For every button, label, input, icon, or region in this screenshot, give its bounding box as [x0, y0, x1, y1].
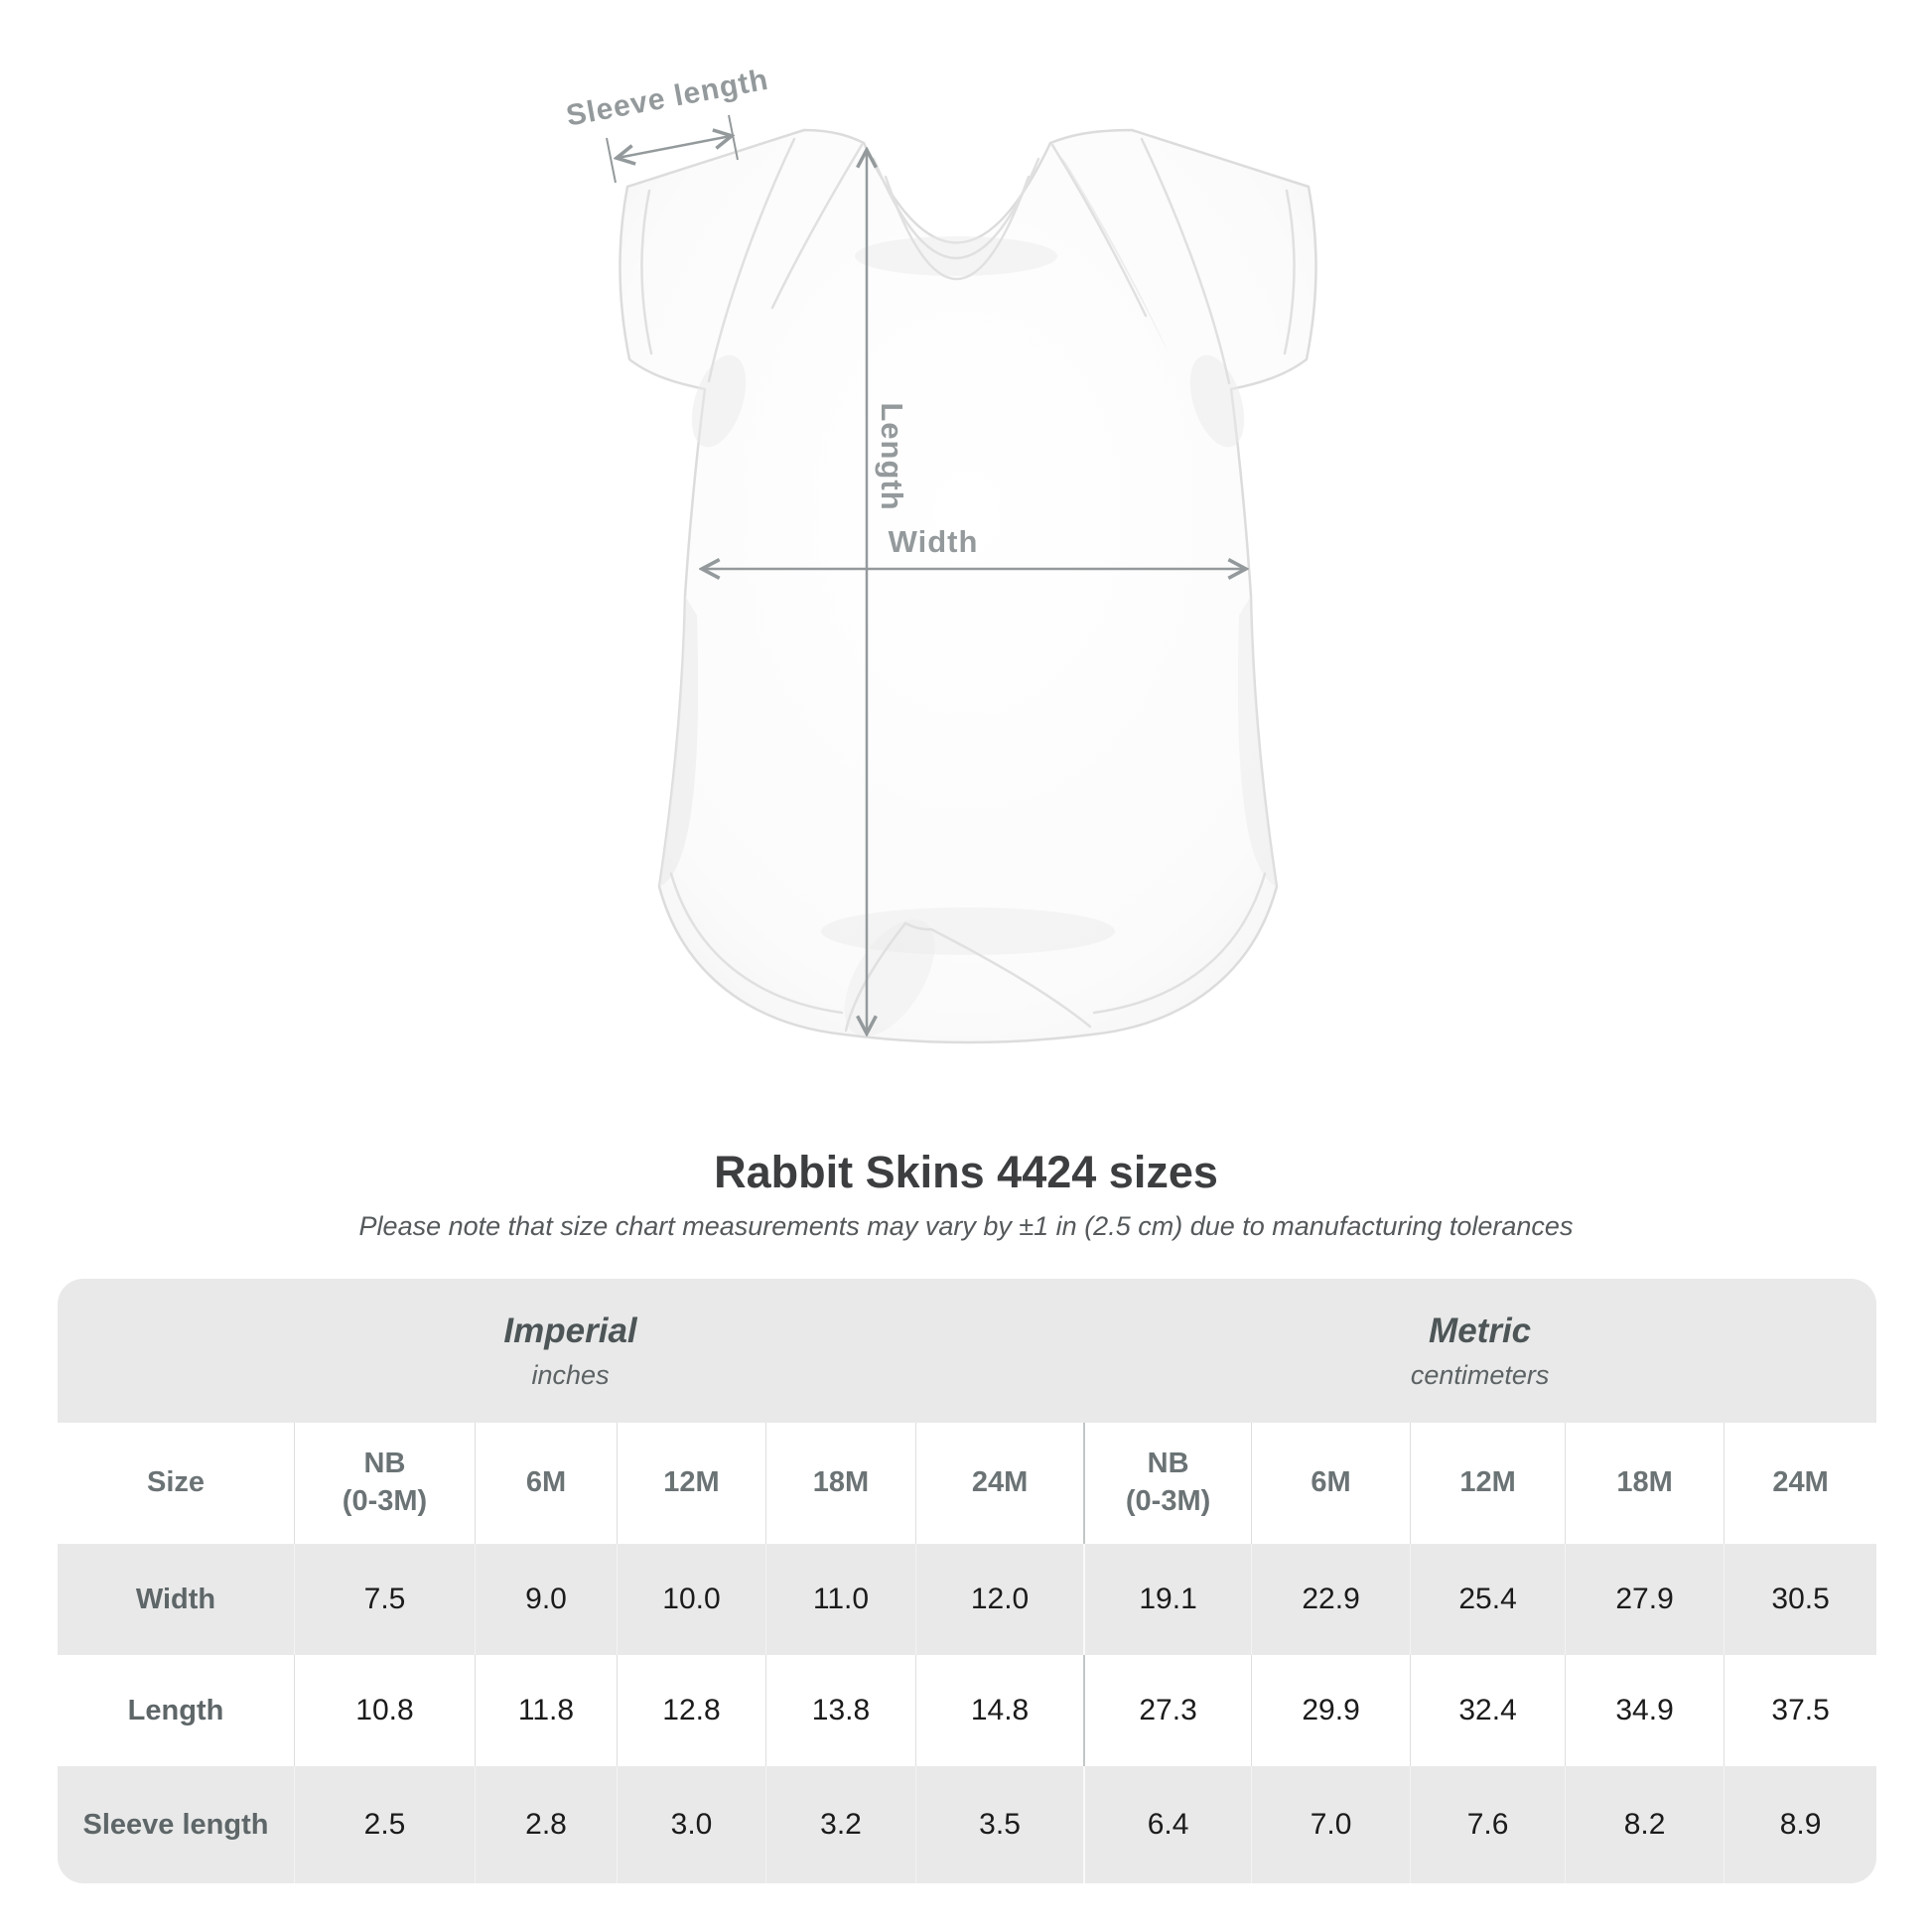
imperial-group-header: Imperial inches: [58, 1279, 1084, 1423]
metric-group-header: Metric centimeters: [1083, 1279, 1877, 1423]
size-value-cell: 7.0: [1251, 1766, 1411, 1883]
col-header-metric-6m: 6M: [1251, 1423, 1411, 1544]
size-value-cell: 3.2: [765, 1766, 915, 1883]
table-row-length: Length 10.8 11.8 12.8 13.8 14.8 27.3 29.…: [58, 1655, 1877, 1766]
size-value-cell: 11.0: [765, 1544, 915, 1655]
size-value-cell: 27.9: [1565, 1544, 1725, 1655]
row-label-length: Length: [58, 1655, 294, 1766]
size-value-cell: 8.2: [1565, 1766, 1725, 1883]
dimension-annotations: [606, 114, 1245, 1033]
column-header-row: Size NB (0-3M) 6M 12M 18M 24M NB (0-3M) …: [58, 1423, 1877, 1544]
size-value-cell: 12.8: [617, 1655, 765, 1766]
armhole-seam-left: [707, 137, 796, 383]
size-value-cell: 29.9: [1251, 1655, 1411, 1766]
sleeve-extension-tick-right: [728, 114, 739, 161]
size-value-cell: 10.8: [294, 1655, 475, 1766]
lap-shoulder-seam-right: [1050, 143, 1148, 318]
size-value-cell: 11.8: [475, 1655, 617, 1766]
imperial-label: Imperial: [503, 1311, 637, 1350]
size-value-cell: 7.6: [1410, 1766, 1566, 1883]
col-header-metric-nb: NB (0-3M): [1083, 1423, 1252, 1544]
sleeve-extension-tick-left: [606, 137, 617, 184]
sleeve-dimension-line: [618, 136, 731, 158]
size-value-cell: 14.8: [915, 1655, 1084, 1766]
cuff-seam-right: [1283, 189, 1296, 355]
size-value-cell: 2.8: [475, 1766, 617, 1883]
tolerance-note: Please note that size chart measurements…: [358, 1211, 1574, 1241]
metric-unit: centimeters: [1410, 1359, 1550, 1390]
size-value-cell: 8.9: [1724, 1766, 1877, 1883]
size-value-cell: 25.4: [1410, 1544, 1566, 1655]
metric-label: Metric: [1429, 1311, 1532, 1350]
size-value-cell: 13.8: [765, 1655, 915, 1766]
row-label-sleeve-length: Sleeve length: [58, 1766, 294, 1883]
lap-shoulder-seam-left: [770, 143, 864, 310]
size-value-cell: 3.5: [915, 1766, 1084, 1883]
size-value-cell: 34.9: [1565, 1655, 1725, 1766]
imperial-unit: inches: [531, 1359, 610, 1390]
armhole-seam-right: [1140, 137, 1231, 385]
bodysuit-illustration: [619, 128, 1317, 1044]
table-row-width: Width 7.5 9.0 10.0 11.0 12.0 19.1 22.9 2…: [58, 1544, 1877, 1655]
size-value-cell: 22.9: [1251, 1544, 1411, 1655]
size-value-cell: 27.3: [1083, 1655, 1252, 1766]
size-value-cell: 32.4: [1410, 1655, 1566, 1766]
table-row-sleeve-length: Sleeve length 2.5 2.8 3.0 3.2 3.5 6.4 7.…: [58, 1766, 1877, 1883]
col-header-imperial-12m: 12M: [617, 1423, 765, 1544]
size-value-cell: 12.0: [915, 1544, 1084, 1655]
bodysuit-silhouette: [619, 128, 1317, 1044]
leg-binding-right: [1092, 872, 1267, 1015]
col-header-metric-24m: 24M: [1724, 1423, 1877, 1544]
fabric-shading: [659, 147, 1277, 1036]
sleeve-length-label: Sleeve length: [564, 64, 771, 133]
col-header-metric-18m: 18M: [1565, 1423, 1725, 1544]
collar-binding-seam-inner: [884, 175, 1031, 280]
col-header-imperial-6m: 6M: [475, 1423, 617, 1544]
row-label-width: Width: [58, 1544, 294, 1655]
size-value-cell: 6.4: [1083, 1766, 1252, 1883]
col-header-imperial-24m: 24M: [915, 1423, 1084, 1544]
size-value-cell: 30.5: [1724, 1544, 1877, 1655]
bodysuit-measurement-diagram: Sleeve length Length Width: [564, 64, 1317, 1044]
col-header-imperial-nb: NB (0-3M): [294, 1423, 475, 1544]
size-value-cell: 37.5: [1724, 1655, 1877, 1766]
width-label: Width: [889, 524, 979, 559]
size-corner-header: Size: [58, 1423, 294, 1544]
unit-group-row: Imperial inches Metric centimeters: [58, 1279, 1877, 1423]
size-value-cell: 10.0: [617, 1544, 765, 1655]
leg-binding-left: [669, 872, 844, 1015]
length-label: Length: [875, 402, 909, 510]
col-header-imperial-18m: 18M: [765, 1423, 915, 1544]
size-value-cell: 2.5: [294, 1766, 475, 1883]
size-value-cell: 7.5: [294, 1544, 475, 1655]
page-title: Rabbit Skins 4424 sizes: [714, 1147, 1218, 1197]
size-table: Imperial inches Metric centimeters Size …: [58, 1279, 1877, 1883]
col-header-metric-12m: 12M: [1410, 1423, 1566, 1544]
size-value-cell: 3.0: [617, 1766, 765, 1883]
size-value-cell: 9.0: [475, 1544, 617, 1655]
cuff-seam-left: [640, 189, 653, 355]
size-value-cell: 19.1: [1083, 1544, 1252, 1655]
